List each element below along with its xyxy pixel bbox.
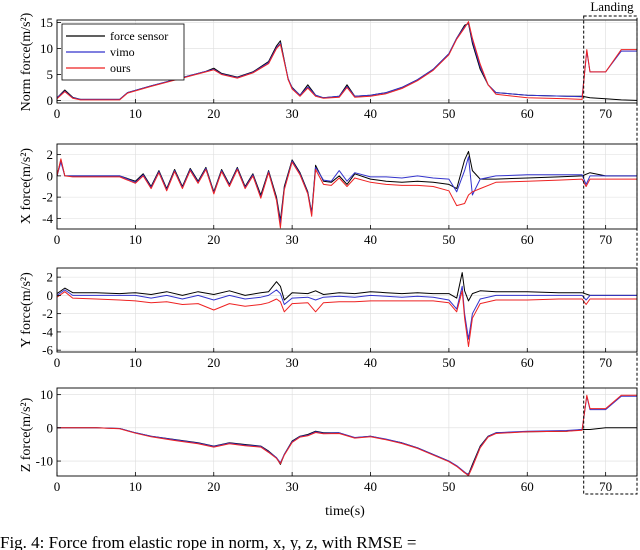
z-ytick-label-1: 0 [47,420,54,435]
landing-box [583,15,638,495]
x-xtick-label-5: 50 [442,232,455,247]
y-axes-frame [56,267,638,353]
z-xtick-label-4: 40 [364,479,377,494]
y-xtick-label-1: 10 [129,355,142,370]
x-axis-label: time(s) [325,504,365,519]
norm-ytick-label-2: 10 [40,41,53,56]
y-xtick-label-5: 50 [442,355,455,370]
x-series-ours [57,158,637,229]
legend-label-force-sensor: force sensor [110,29,168,43]
z-xtick-label-7: 70 [599,479,612,494]
norm-ylabel: Norm force(m/s²) [19,12,34,111]
z-xtick-label-5: 50 [442,479,455,494]
z-xtick-label-1: 10 [129,479,142,494]
y-series-ours [57,290,637,347]
norm-ytick-label-0: 0 [47,93,54,108]
y-ytick-label-1: -4 [42,324,53,339]
norm-xtick-label-5: 50 [442,106,455,121]
x-xtick-label-2: 20 [207,232,220,247]
x-xtick-label-3: 30 [286,232,299,247]
norm-xtick-label-6: 60 [521,106,534,121]
norm-axes-frame [56,19,638,104]
y-ytick-label-3: 0 [47,288,54,303]
norm-xtick-label-7: 70 [599,106,612,121]
norm-series-ours [57,21,637,101]
norm-ytick-label-3: 15 [40,15,53,30]
y-ytick-label-0: -6 [42,343,53,358]
y-xtick-label-0: 0 [54,355,61,370]
norm-xtick-label-0: 0 [54,106,61,121]
norm-xtick-label-2: 20 [207,106,220,121]
panel-x: X force(m/s²) 0 10 20 30 40 50 60 70 -4 -2 0 2 [19,143,638,247]
z-series-vimo [57,395,637,476]
norm-xtick-label-4: 40 [364,106,377,121]
x-ylabel: X force(m/s²) [19,148,34,224]
y-xtick-label-2: 20 [207,355,220,370]
x-ytick-label-1: -2 [42,190,53,205]
y-xtick-label-3: 30 [286,355,299,370]
y-series-vimo [57,285,637,340]
landing-annotation: Landing [583,0,638,495]
landing-label: Landing [590,0,634,14]
x-ytick-label-2: 0 [47,168,54,183]
x-xtick-label-1: 10 [129,232,142,247]
y-xtick-label-6: 60 [521,355,534,370]
x-ytick-label-0: -4 [42,211,53,226]
y-ytick-label-4: 2 [47,270,54,285]
x-ytick-label-3: 2 [47,147,54,162]
norm-ytick-label-1: 5 [47,67,54,82]
legend-label-ours: ours [110,61,131,75]
x-xtick-label-4: 40 [364,232,377,247]
norm-xtick-label-1: 10 [129,106,142,121]
x-xtick-label-7: 70 [599,232,612,247]
z-xtick-label-3: 30 [286,479,299,494]
y-series-force-sensor [57,272,637,302]
z-ylabel: Z force(m/s²) [19,397,34,472]
figure-caption: Fig. 4: Force from elastic rope in norm,… [0,533,417,550]
x-axes-frame [56,143,638,230]
norm-xtick-label-3: 30 [286,106,299,121]
z-ytick-label-2: 10 [40,387,53,402]
legend-label-vimo: vimo [110,45,135,59]
panel-y: Y force(m/s²) 0 10 20 30 40 50 60 70 -6 -4 -2 0 2 [19,267,638,370]
y-ylabel: Y force(m/s²) [19,272,34,348]
z-ytick-label-0: -10 [36,454,53,469]
z-xtick-label-6: 60 [521,479,534,494]
z-axes-frame [56,387,638,477]
z-xtick-label-2: 20 [207,479,220,494]
x-xtick-label-0: 0 [54,232,61,247]
y-xtick-label-7: 70 [599,355,612,370]
y-ytick-label-2: -2 [42,306,53,321]
z-xtick-label-0: 0 [54,479,61,494]
x-xtick-label-6: 60 [521,232,534,247]
z-series-ours [57,394,637,476]
x-series-vimo [57,156,637,225]
legend: force sensor vimo ours [61,23,185,81]
y-xtick-label-4: 40 [364,355,377,370]
